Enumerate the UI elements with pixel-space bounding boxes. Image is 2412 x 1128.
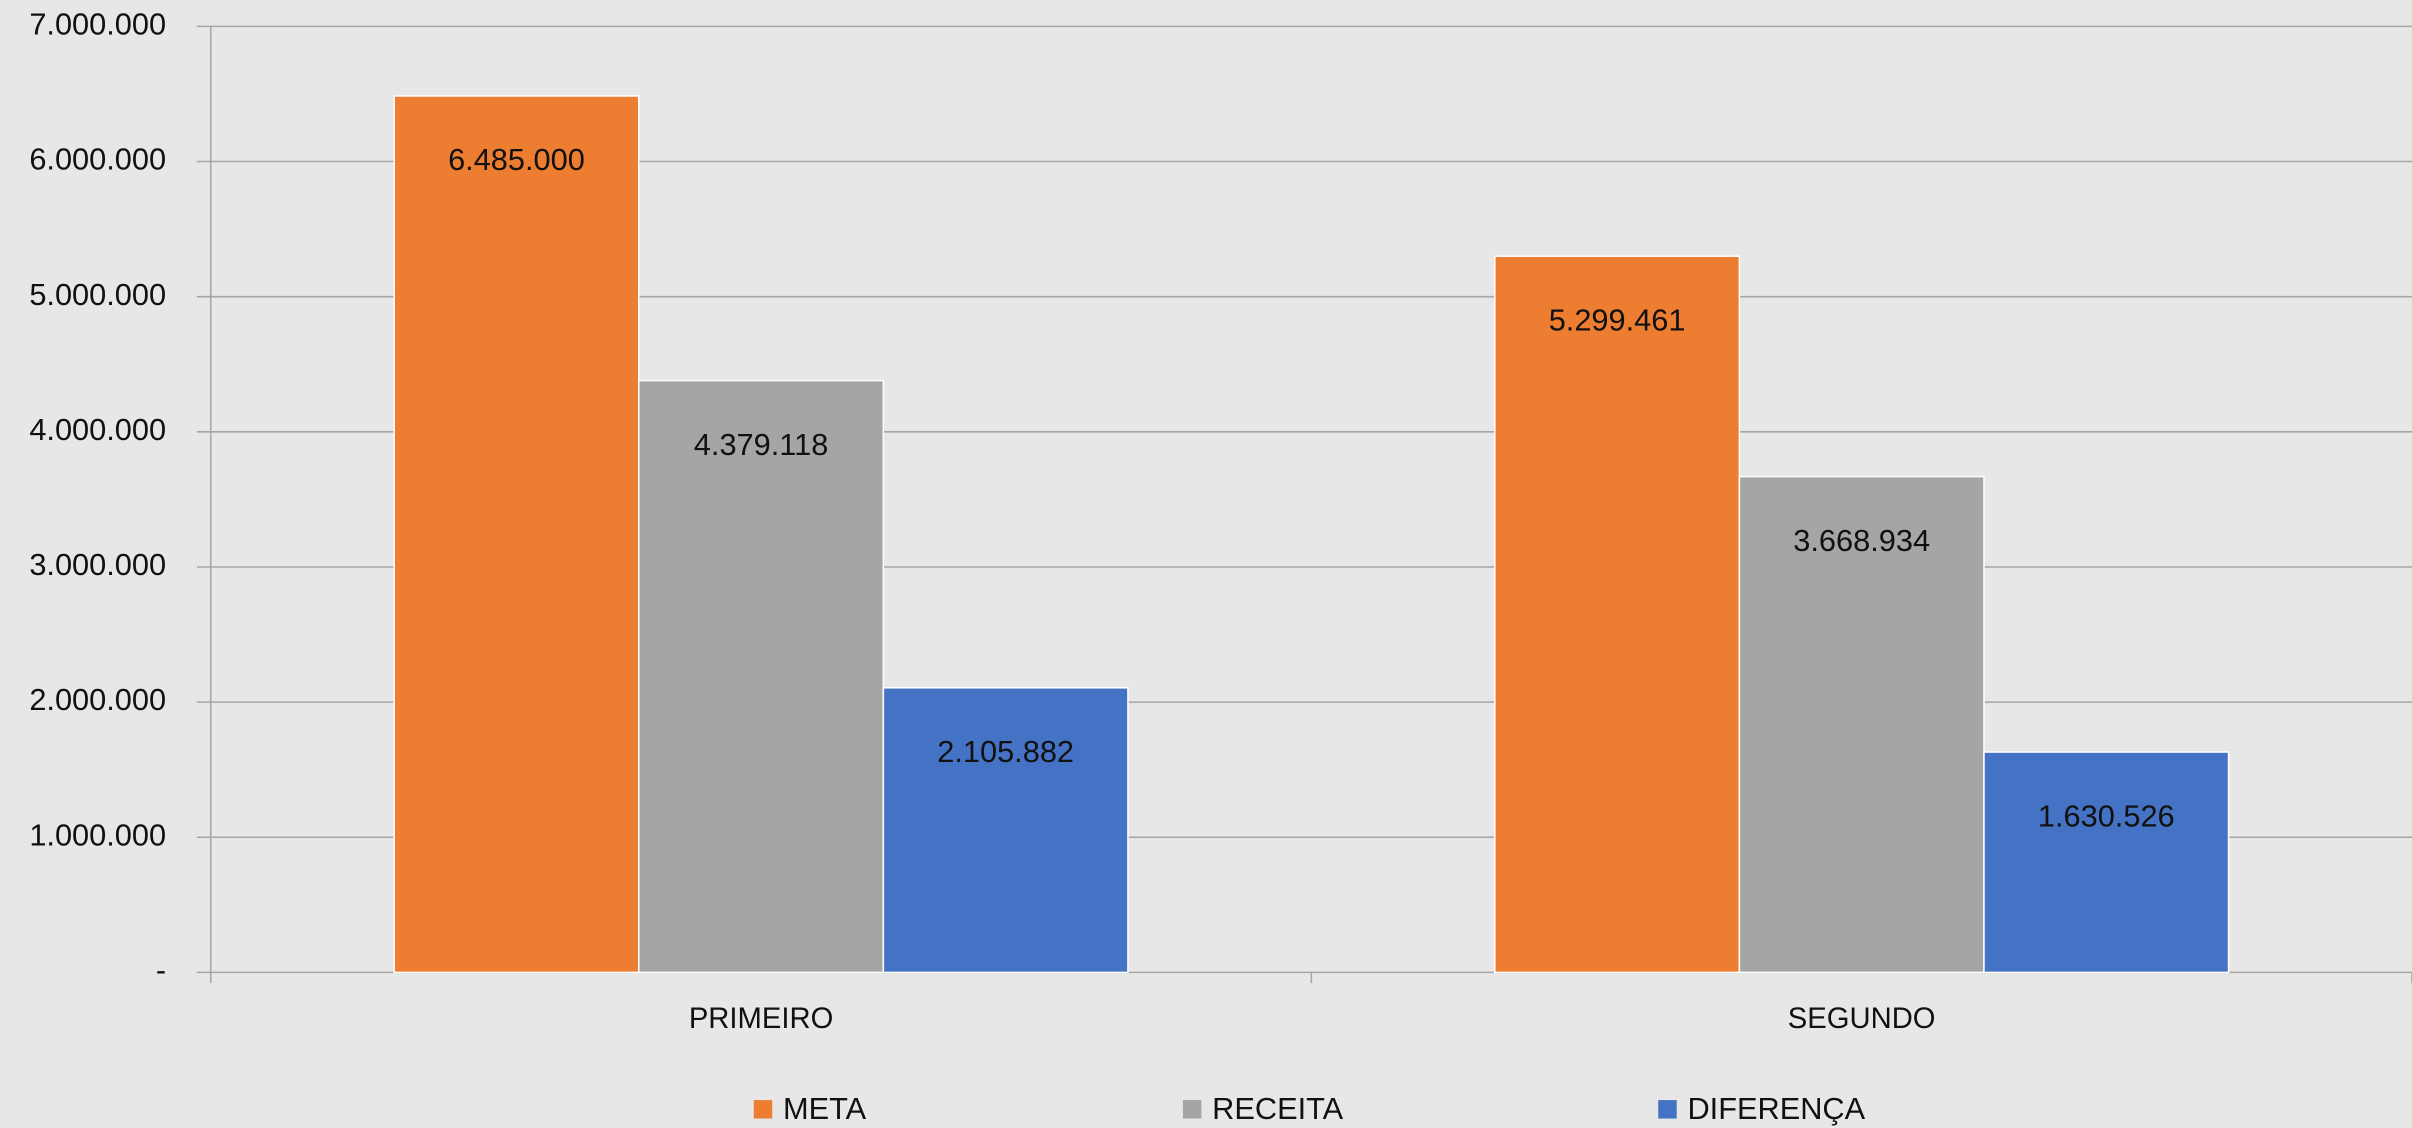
data-label: 2.105.882 [937,734,1074,769]
legend-label: META [783,1091,867,1126]
legend-label: DIFERENÇA [1687,1091,1865,1126]
data-label: 4.379.118 [694,427,829,462]
y-tick-label: 1.000.000 [29,817,166,852]
legend-swatch [1182,1100,1202,1119]
y-tick-label: 3.000.000 [29,547,166,582]
y-tick-label: 2.000.000 [29,682,166,717]
legend-swatch [1658,1100,1677,1119]
legend-label: RECEITA [1212,1091,1343,1126]
bar [1494,255,1741,974]
legend-swatch [753,1100,773,1119]
data-label: 1.630.526 [2038,798,2175,833]
y-tick-label: 6.000.000 [29,142,166,177]
bar [1983,751,2230,974]
data-label: 5.299.461 [1549,302,1686,337]
data-label: 3.668.934 [1793,523,1930,558]
y-tick-label: 7.000.000 [29,7,166,42]
x-tick-label: PRIMEIRO [689,1003,833,1035]
bar [1738,475,1985,974]
y-tick-label: 4.000.000 [29,412,166,447]
bar [882,687,1129,974]
data-label: 6.485.000 [448,142,585,177]
x-tick-label: SEGUNDO [1788,1003,1936,1035]
bar [393,95,640,974]
y-tick-label: 5.000.000 [29,277,166,312]
y-tick-label: - [156,953,166,988]
bar [637,379,885,974]
